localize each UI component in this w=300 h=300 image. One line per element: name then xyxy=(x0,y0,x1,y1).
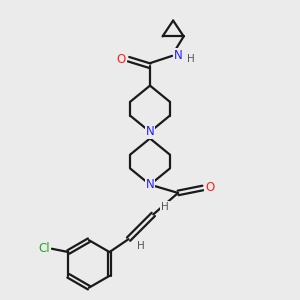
Text: N: N xyxy=(174,50,182,62)
Text: O: O xyxy=(117,53,126,66)
Text: N: N xyxy=(146,125,154,138)
Text: H: H xyxy=(137,242,145,251)
Text: H: H xyxy=(187,53,194,64)
Text: N: N xyxy=(146,178,154,191)
Text: O: O xyxy=(206,182,215,194)
Text: Cl: Cl xyxy=(38,242,50,255)
Text: H: H xyxy=(161,202,169,212)
